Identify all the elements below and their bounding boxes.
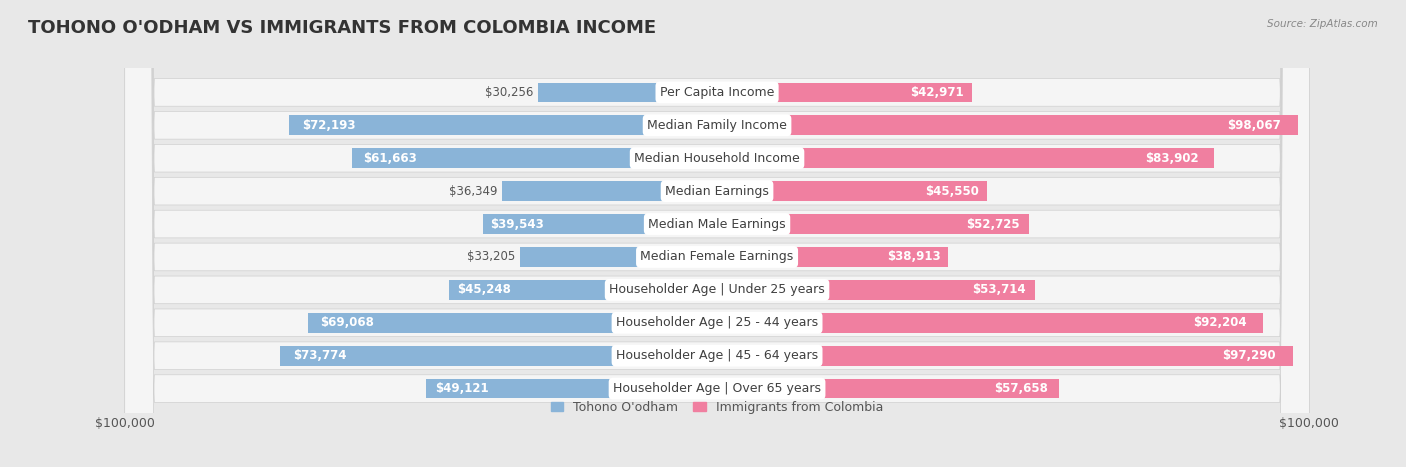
FancyBboxPatch shape (125, 0, 1309, 467)
Bar (717, 149, 1213, 168)
Bar (717, 379, 1059, 398)
FancyBboxPatch shape (125, 0, 1309, 467)
Bar (520, 247, 717, 267)
Bar (308, 313, 717, 333)
Text: $30,256: $30,256 (485, 86, 533, 99)
Text: $57,658: $57,658 (994, 382, 1049, 395)
Text: $45,248: $45,248 (457, 283, 510, 297)
Text: $33,205: $33,205 (467, 250, 516, 263)
Text: $98,067: $98,067 (1227, 119, 1281, 132)
Bar (717, 346, 1294, 366)
Text: $92,204: $92,204 (1194, 316, 1247, 329)
Bar (717, 313, 1263, 333)
Text: Householder Age | Over 65 years: Householder Age | Over 65 years (613, 382, 821, 395)
Text: $49,121: $49,121 (434, 382, 488, 395)
Text: Median Female Earnings: Median Female Earnings (641, 250, 793, 263)
Text: $97,290: $97,290 (1222, 349, 1277, 362)
Bar (352, 149, 717, 168)
FancyBboxPatch shape (125, 0, 1309, 467)
Text: $39,543: $39,543 (489, 218, 544, 231)
Bar (449, 280, 717, 300)
Legend: Tohono O'odham, Immigrants from Colombia: Tohono O'odham, Immigrants from Colombia (551, 401, 883, 414)
Text: $72,193: $72,193 (302, 119, 356, 132)
Text: $69,068: $69,068 (321, 316, 374, 329)
Text: Median Family Income: Median Family Income (647, 119, 787, 132)
Bar (538, 83, 717, 102)
Bar (717, 247, 948, 267)
Text: $53,714: $53,714 (972, 283, 1026, 297)
Bar (717, 214, 1029, 234)
Text: Householder Age | 45 - 64 years: Householder Age | 45 - 64 years (616, 349, 818, 362)
Bar (717, 280, 1035, 300)
FancyBboxPatch shape (125, 0, 1309, 467)
Text: $38,913: $38,913 (887, 250, 941, 263)
Bar (502, 181, 717, 201)
Text: Median Male Earnings: Median Male Earnings (648, 218, 786, 231)
Text: Householder Age | 25 - 44 years: Householder Age | 25 - 44 years (616, 316, 818, 329)
Bar (482, 214, 717, 234)
Text: Median Household Income: Median Household Income (634, 152, 800, 165)
Bar (717, 181, 987, 201)
Bar (717, 83, 972, 102)
FancyBboxPatch shape (125, 0, 1309, 467)
FancyBboxPatch shape (125, 0, 1309, 467)
Bar (280, 346, 717, 366)
Bar (290, 115, 717, 135)
Text: $45,550: $45,550 (925, 184, 979, 198)
Text: $73,774: $73,774 (294, 349, 347, 362)
Text: Householder Age | Under 25 years: Householder Age | Under 25 years (609, 283, 825, 297)
Bar (426, 379, 717, 398)
Text: $42,971: $42,971 (910, 86, 965, 99)
Bar (717, 115, 1298, 135)
FancyBboxPatch shape (125, 0, 1309, 467)
Text: Per Capita Income: Per Capita Income (659, 86, 775, 99)
Text: TOHONO O'ODHAM VS IMMIGRANTS FROM COLOMBIA INCOME: TOHONO O'ODHAM VS IMMIGRANTS FROM COLOMB… (28, 19, 657, 37)
FancyBboxPatch shape (125, 0, 1309, 467)
Text: Median Earnings: Median Earnings (665, 184, 769, 198)
FancyBboxPatch shape (125, 0, 1309, 467)
FancyBboxPatch shape (125, 0, 1309, 467)
Text: Source: ZipAtlas.com: Source: ZipAtlas.com (1267, 19, 1378, 28)
Text: $61,663: $61,663 (363, 152, 416, 165)
Text: $83,902: $83,902 (1146, 152, 1199, 165)
Text: $52,725: $52,725 (966, 218, 1019, 231)
Text: $36,349: $36,349 (449, 184, 496, 198)
